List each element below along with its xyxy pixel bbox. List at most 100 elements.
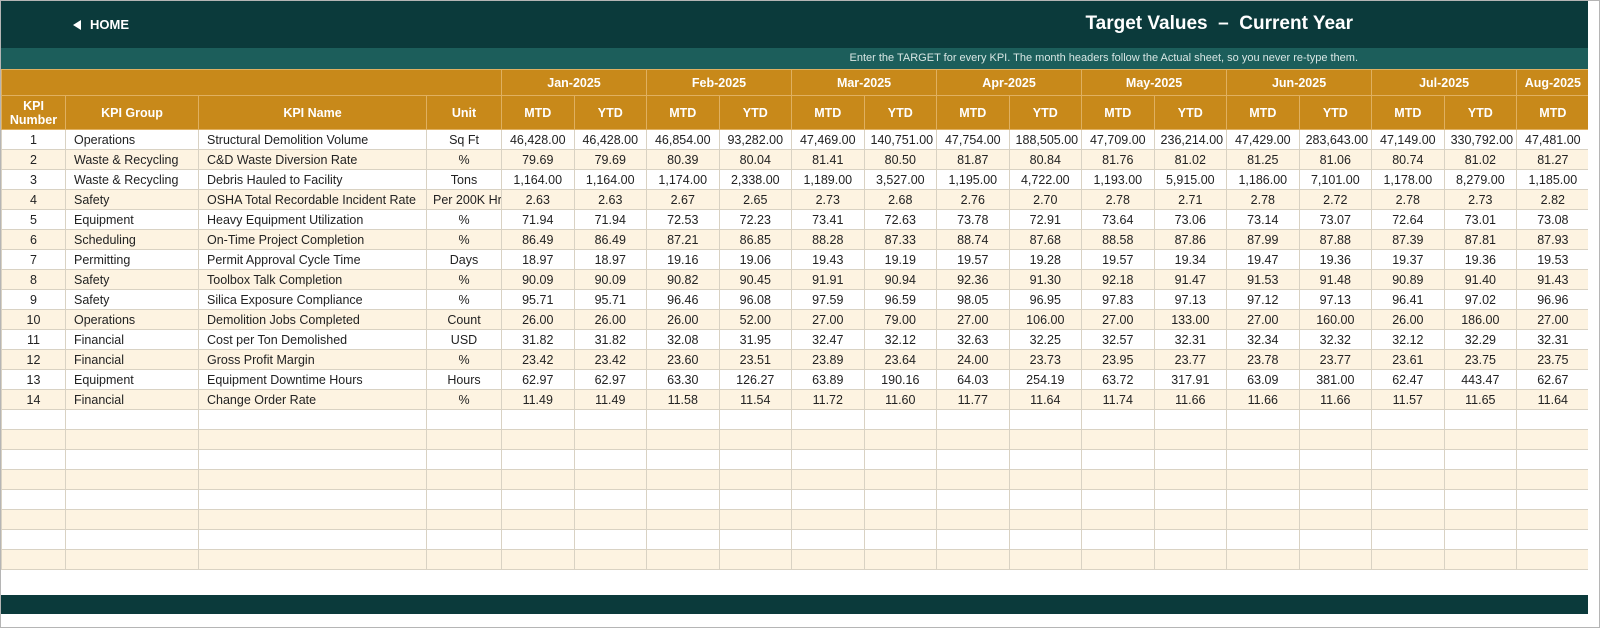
empty-cell <box>1298 509 1373 530</box>
column-header: KPI Name <box>198 95 427 130</box>
empty-cell <box>646 429 720 450</box>
cell: 93,282.00 <box>718 129 793 150</box>
cell: 32.12 <box>1371 329 1445 350</box>
empty-cell <box>1298 549 1373 570</box>
note: Enter the TARGET for every KPI. The mont… <box>849 52 1359 64</box>
cell: 11 <box>1 329 66 350</box>
cell: 97.83 <box>1081 289 1155 310</box>
cell: Waste & Recycling <box>65 169 199 190</box>
cell: 32.25 <box>1008 329 1083 350</box>
cell: 91.48 <box>1298 269 1373 290</box>
empty-row <box>1 509 1588 530</box>
empty-cell <box>1 489 66 510</box>
table-wrap: Jan-2025 Feb-2025 Mar-2025 Apr-2025 May-2025… <box>1 69 1588 570</box>
empty-cell <box>1153 429 1228 450</box>
cell: Hours <box>426 369 502 390</box>
empty-cell <box>936 449 1010 470</box>
sub-header: MTD <box>646 95 720 130</box>
cell: 80.74 <box>1371 149 1445 170</box>
cell: USD <box>426 329 502 350</box>
cell: 96.95 <box>1008 289 1083 310</box>
empty-cell <box>1153 549 1228 570</box>
empty-cell <box>1081 429 1155 450</box>
cell: 254.19 <box>1008 369 1083 390</box>
empty-cell <box>718 469 793 490</box>
empty-cell <box>1443 469 1518 490</box>
cell: 2.78 <box>1226 189 1300 210</box>
cell: 24.00 <box>936 349 1010 370</box>
empty-cell <box>791 409 865 430</box>
empty-cell <box>65 529 199 550</box>
cell: 7,101.00 <box>1298 169 1373 190</box>
cell: Equipment <box>65 369 199 390</box>
month-header: Feb-2025 <box>646 69 793 96</box>
cell: 19.47 <box>1226 249 1300 270</box>
cell: 72.64 <box>1371 209 1445 230</box>
data-row: 14 Financial Change Order Rate% 11.49 11.49 1… <box>1 389 1588 410</box>
cell: 11.54 <box>718 389 793 410</box>
empty-cell <box>936 529 1010 550</box>
cell: 71.94 <box>573 209 648 230</box>
cell: 95.71 <box>573 289 648 310</box>
cell: 2.65 <box>718 189 793 210</box>
empty-cell <box>1226 429 1300 450</box>
home-label[interactable]: HOME <box>90 17 129 32</box>
empty-cell <box>1516 529 1588 550</box>
cell: 97.59 <box>791 289 865 310</box>
empty-cell <box>501 509 575 530</box>
empty-cell <box>1371 449 1445 470</box>
cell: 86.49 <box>501 229 575 250</box>
sub-header: MTD <box>501 95 575 130</box>
cell: 19.16 <box>646 249 720 270</box>
cell: Permit Approval Cycle Time <box>198 249 427 270</box>
empty-cell <box>198 529 427 550</box>
cell: 96.08 <box>718 289 793 310</box>
empty-cell <box>863 429 938 450</box>
cell: 26.00 <box>1371 309 1445 330</box>
cell: 73.78 <box>936 209 1010 230</box>
cell: 81.02 <box>1443 149 1518 170</box>
empty-cell <box>1443 449 1518 470</box>
empty-cell <box>718 429 793 450</box>
sub-header: MTD <box>1516 95 1588 130</box>
cell: 80.84 <box>1008 149 1083 170</box>
empty-cell <box>501 449 575 470</box>
cell: 443.47 <box>1443 369 1518 390</box>
empty-cell <box>1081 489 1155 510</box>
empty-cell <box>1298 489 1373 510</box>
home-button[interactable]: HOME <box>73 17 129 32</box>
cell: 8 <box>1 269 66 290</box>
empty-cell <box>1443 509 1518 530</box>
month-header: May-2025 <box>1081 69 1228 96</box>
empty-row <box>1 409 1588 430</box>
cell: 1,193.00 <box>1081 169 1155 190</box>
cell: 23.75 <box>1516 349 1588 370</box>
cell: 23.73 <box>1008 349 1083 370</box>
cell: 2,338.00 <box>718 169 793 190</box>
cell: 27.00 <box>936 309 1010 330</box>
empty-cell <box>573 409 648 430</box>
cell: 19.36 <box>1443 249 1518 270</box>
cell: 31.82 <box>573 329 648 350</box>
cell: 2.73 <box>1443 189 1518 210</box>
sub-header: YTD <box>1443 95 1518 130</box>
cell: % <box>426 229 502 250</box>
cell: 32.47 <box>791 329 865 350</box>
cell: 47,429.00 <box>1226 129 1300 150</box>
cell: 18.97 <box>501 249 575 270</box>
cell: 63.89 <box>791 369 865 390</box>
empty-cell <box>1226 409 1300 430</box>
empty-cell <box>426 489 502 510</box>
cell: 87.21 <box>646 229 720 250</box>
empty-cell <box>1008 469 1083 490</box>
data-row: 6 Scheduling On-Time Project Completion% 86… <box>1 229 1588 250</box>
cell: Safety <box>65 269 199 290</box>
data-row: 1 Operations Structural Demolition Volume S… <box>1 129 1588 150</box>
cell: 1,185.00 <box>1516 169 1588 190</box>
empty-cell <box>573 549 648 570</box>
empty-cell <box>863 549 938 570</box>
cell: 72.53 <box>646 209 720 230</box>
empty-cell <box>1298 429 1373 450</box>
cell: 188,505.00 <box>1008 129 1083 150</box>
cell: Days <box>426 249 502 270</box>
